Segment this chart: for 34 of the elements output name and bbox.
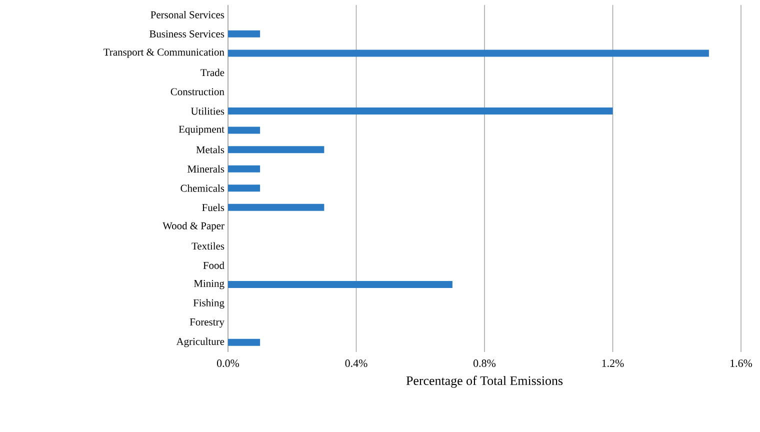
y-tick-label: Trade [200, 68, 224, 76]
y-tick-label: Fishing [193, 299, 224, 309]
y-tick-label: Food [203, 262, 224, 269]
bar [228, 126, 260, 134]
bar [228, 108, 613, 115]
bar [228, 146, 324, 154]
x-tick-label: 1.6% [730, 360, 752, 367]
x-axis-title: Percentage of Total Emissions [406, 376, 563, 388]
y-tick-label: Wood & Paper [162, 222, 224, 232]
x-tick-label: 1.2% [602, 360, 624, 367]
y-tick-label: Construction [170, 88, 224, 96]
y-tick-label: Chemicals [180, 184, 224, 192]
bar [228, 165, 260, 172]
y-tick-label: Mining [194, 280, 224, 290]
x-tick-label: 0.0% [217, 360, 240, 367]
y-tick-label: Minerals [188, 165, 224, 173]
y-tick-label: Textiles [192, 242, 224, 250]
y-tick-label: Utilities [190, 107, 224, 115]
bar [228, 338, 260, 346]
x-tick-label: 0.4% [345, 360, 368, 367]
y-tick-label: Fuels [202, 204, 224, 212]
y-tick-label: Equipment [178, 126, 224, 135]
bar [228, 281, 452, 288]
y-tick-label: Metals [196, 146, 224, 154]
y-tick-label: Personal Services [150, 10, 224, 18]
bar [228, 204, 324, 211]
x-tick-label: 0.8% [474, 360, 496, 367]
y-tick-label: Transport & Communication [104, 48, 224, 58]
y-tick-label: Forestry [190, 318, 224, 328]
y-tick-label: Agriculture [176, 338, 224, 348]
y-tick-label: Business Services [150, 30, 224, 38]
bar [228, 30, 260, 38]
bar [228, 50, 709, 57]
bar [228, 184, 260, 192]
